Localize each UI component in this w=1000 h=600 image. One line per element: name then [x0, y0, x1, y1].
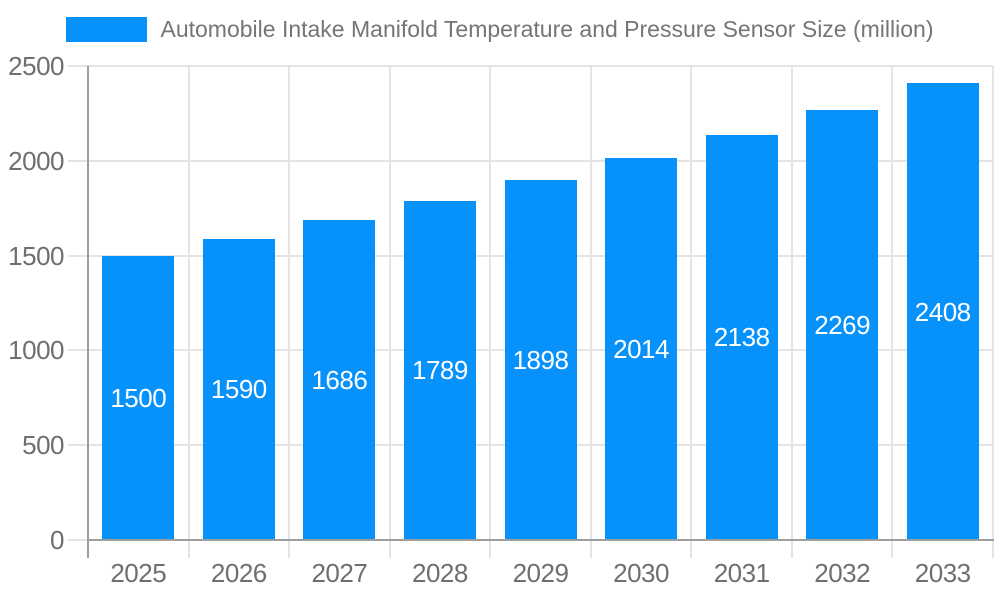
chart-title: Automobile Intake Manifold Temperature a… [160, 15, 934, 42]
y-tick-0 [68, 539, 88, 541]
x-axis-label-2031: 2031 [713, 558, 770, 588]
bar-value-label-2029: 1898 [512, 345, 569, 376]
x-tick-7 [790, 540, 793, 558]
bar-2031[interactable] [705, 134, 778, 540]
y-axis-label-0: 0 [50, 525, 64, 555]
gridline-h-2000 [88, 159, 993, 162]
x-tick-3 [388, 540, 391, 558]
y-axis-label-1000: 1000 [8, 335, 64, 366]
y-tick-1000 [68, 349, 88, 352]
x-axis-label-2028: 2028 [412, 558, 468, 588]
x-tick-8 [891, 540, 894, 558]
y-axis-label-2000: 2000 [8, 145, 64, 176]
legend-swatch [66, 16, 148, 42]
bar-2028[interactable] [403, 200, 476, 540]
x-tick-9 [992, 540, 994, 558]
bar-2027[interactable] [303, 220, 376, 540]
bar-2025[interactable] [102, 255, 175, 540]
x-axis-line [87, 539, 994, 541]
x-tick-1 [187, 540, 190, 558]
x-tick-5 [589, 540, 592, 558]
y-tick-1500 [68, 254, 88, 257]
x-tick-2 [288, 540, 291, 558]
x-axis-label-2025: 2025 [110, 558, 167, 588]
y-axis-line [87, 66, 89, 558]
x-axis-label-2027: 2027 [311, 558, 368, 588]
y-tick-500 [68, 444, 88, 447]
y-axis-label-1500: 1500 [8, 240, 64, 271]
y-axis-label-2500: 2500 [8, 51, 64, 81]
bar-2033[interactable] [906, 83, 979, 540]
y-axis-label-500: 500 [22, 430, 64, 461]
x-axis-label-2029: 2029 [512, 558, 569, 588]
bar-2032[interactable] [806, 109, 879, 540]
x-tick-4 [489, 540, 492, 558]
gridline-h-2500 [88, 65, 993, 67]
bar-value-label-2030: 2014 [613, 334, 669, 365]
bar-value-label-2025: 1500 [110, 382, 167, 413]
gridline-v-4 [489, 66, 492, 540]
bar-value-label-2032: 2269 [814, 309, 871, 340]
gridline-v-9 [992, 66, 994, 540]
bar-value-label-2028: 1789 [412, 355, 468, 386]
x-tick-6 [690, 540, 693, 558]
bar-2029[interactable] [504, 180, 577, 540]
gridline-v-2 [288, 66, 291, 540]
x-axis-label-2026: 2026 [210, 558, 267, 588]
x-axis-label-2032: 2032 [814, 558, 871, 588]
bar-value-label-2026: 1590 [210, 374, 267, 405]
bar-value-label-2031: 2138 [713, 322, 770, 353]
bar-2030[interactable] [605, 158, 678, 540]
x-axis-label-2033: 2033 [914, 558, 971, 588]
x-axis-label-2030: 2030 [613, 558, 669, 588]
gridline-v-1 [187, 66, 190, 540]
y-tick-2000 [68, 159, 88, 162]
y-tick-2500 [68, 65, 88, 67]
gridline-v-3 [388, 66, 391, 540]
gridline-v-5 [589, 66, 592, 540]
bar-value-label-2027: 1686 [311, 365, 368, 396]
legend[interactable]: Automobile Intake Manifold Temperature a… [0, 15, 1000, 43]
bar-value-label-2033: 2408 [914, 296, 971, 327]
gridline-v-8 [891, 66, 894, 540]
gridline-v-7 [790, 66, 793, 540]
bar-2026[interactable] [202, 238, 275, 540]
gridline-v-6 [690, 66, 693, 540]
